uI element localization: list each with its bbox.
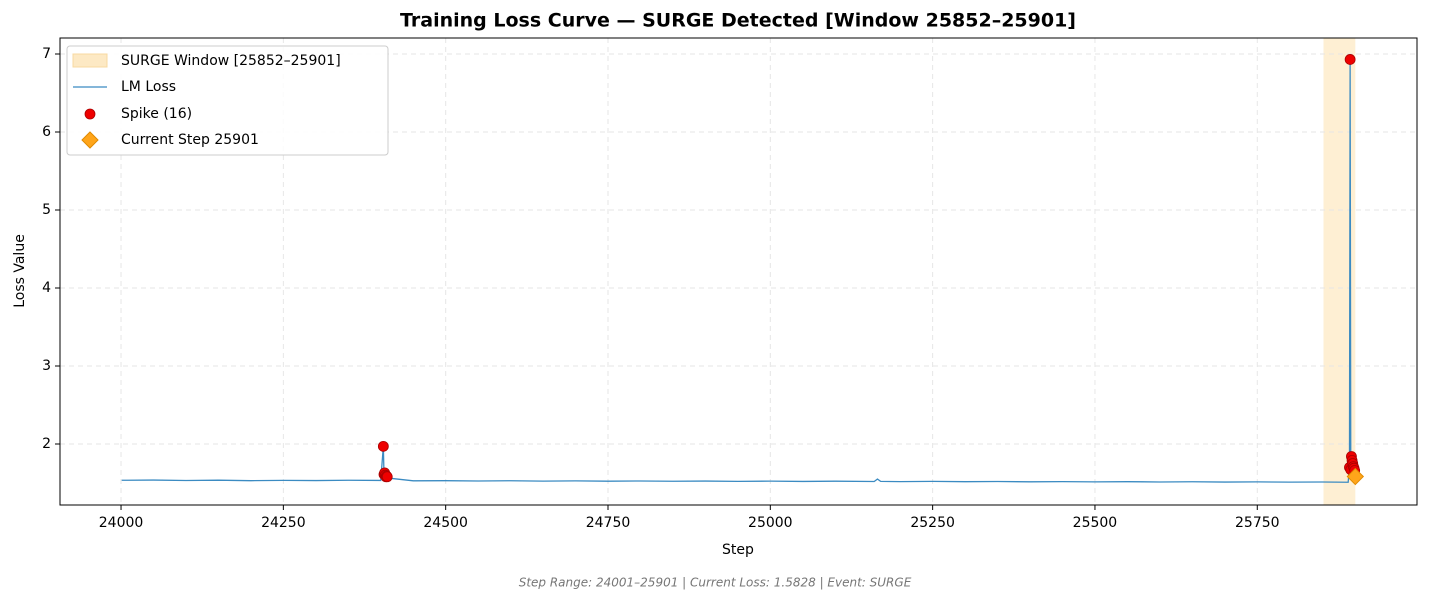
spike-point	[377, 440, 389, 452]
x-tick-label: 25250	[910, 515, 955, 531]
y-tick-label: 6	[42, 124, 51, 140]
legend-label: SURGE Window [25852–25901]	[121, 53, 341, 69]
legend-box	[66, 45, 389, 156]
x-tick-label: 24000	[99, 515, 144, 531]
x-axis-label: Step	[722, 542, 754, 558]
x-tick-label: 24500	[423, 515, 468, 531]
x-tick-label: 25000	[748, 515, 793, 531]
spike-point	[1344, 54, 1356, 65]
legend-label: Spike (16)	[121, 106, 192, 122]
x-tick-label: 25750	[1235, 515, 1280, 531]
plot-frame	[59, 37, 1418, 506]
spike-point	[381, 471, 393, 483]
legend-label: LM Loss	[121, 79, 176, 95]
y-tick-label: 2	[42, 436, 51, 452]
legend-label: Current Step 25901	[121, 132, 259, 148]
legend-swatch	[72, 53, 108, 68]
footer-note: Step Range: 24001–25901 | Current Loss: …	[519, 576, 912, 590]
y-axis-label: Loss Value	[12, 234, 28, 308]
legend-swatch	[84, 108, 96, 120]
x-tick-label: 24250	[261, 515, 306, 531]
x-tick-label: 24750	[586, 515, 631, 531]
y-tick-label: 4	[42, 280, 51, 296]
y-tick-label: 5	[42, 202, 51, 218]
y-tick-label: 3	[42, 358, 51, 374]
y-tick-label: 7	[42, 46, 51, 62]
legend-swatch	[81, 131, 99, 149]
chart-title: Training Loss Curve — SURGE Detected [Wi…	[400, 10, 1076, 32]
current-step-marker	[1346, 467, 1365, 486]
x-tick-label: 25500	[1073, 515, 1118, 531]
